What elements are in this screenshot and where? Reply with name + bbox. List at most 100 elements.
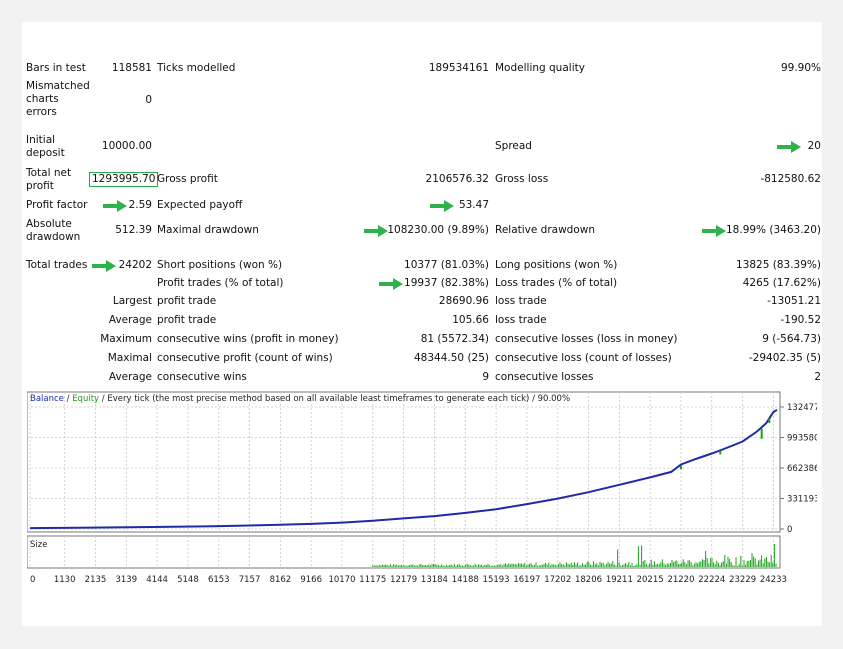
- long-positions-label: Long positions (won %): [495, 259, 618, 271]
- mismatched-value: 0: [145, 94, 152, 106]
- y-tick-label: 0: [787, 525, 792, 535]
- y-tick-label: 662386: [787, 464, 817, 474]
- spread-value: 20: [807, 140, 821, 152]
- row-right-label: consecutive loss (count of losses): [495, 352, 672, 364]
- gross-loss-label: Gross loss: [495, 173, 549, 185]
- x-tick-label: 14188: [452, 575, 479, 584]
- x-tick-label: 0: [30, 575, 35, 584]
- relative-drawdown-label: Relative drawdown: [495, 224, 596, 236]
- row-left-value: 9: [482, 371, 489, 383]
- bars-in-test-label: Bars in test: [26, 62, 86, 74]
- legend-separator: /: [64, 394, 72, 404]
- absolute-drawdown-value: 512.39: [115, 224, 152, 236]
- row-left-label: consecutive wins: [157, 371, 247, 383]
- mismatched-label: Mismatched charts errors: [26, 80, 90, 118]
- short-positions-label: Short positions (won %): [157, 259, 283, 271]
- maximal-drawdown-value: 108230.00 (9.89%): [387, 224, 489, 236]
- row-right-label: loss trade: [495, 314, 547, 326]
- x-tick-label: 3139: [115, 575, 137, 584]
- x-tick-label: 12179: [390, 575, 417, 584]
- x-tick-label: 23229: [729, 575, 756, 584]
- absolute-drawdown-label: Absolute drawdown: [26, 218, 81, 243]
- x-tick-label: 4144: [146, 575, 168, 584]
- loss-trades-value: 4265 (17.62%): [742, 277, 821, 289]
- long-positions-value: 13825 (83.39%): [736, 259, 821, 271]
- spread-label: Spread: [495, 140, 532, 152]
- legend-balance: Balance: [30, 394, 64, 404]
- row-right-label: consecutive losses (loss in money): [495, 333, 678, 345]
- expected-payoff-label: Expected payoff: [157, 199, 243, 211]
- x-tick-label: 10170: [328, 575, 355, 584]
- short-positions-value: 10377 (81.03%): [404, 259, 489, 271]
- loss-trades-label: Loss trades (% of total): [495, 277, 618, 289]
- balance-chart: 0 1130 2135 3139 4144 5148 6153 7157 8162 9166 101…: [27, 391, 817, 584]
- ticks-modelled-value: 189534161: [428, 62, 489, 74]
- arrow-right-icon: [430, 200, 454, 212]
- row-left-label: profit trade: [157, 295, 217, 307]
- row-left-value: 48344.50 (25): [414, 352, 489, 364]
- balance-line: [29, 408, 778, 530]
- modelling-quality-value: 99.90%: [780, 62, 821, 74]
- row-right-label: loss trade: [495, 295, 547, 307]
- x-tick-label: 20215: [637, 575, 664, 584]
- arrow-right-icon: [379, 278, 403, 290]
- row-prefix: Maximal: [107, 352, 152, 364]
- profit-factor-label: Profit factor: [26, 199, 88, 211]
- initial-deposit-label: Initial deposit: [26, 134, 65, 159]
- x-tick-label: 18206: [575, 575, 602, 584]
- gross-profit-value: 2106576.32: [425, 173, 489, 185]
- total-trades-label: Total trades: [26, 259, 88, 271]
- x-tick-label: 7157: [239, 575, 261, 584]
- x-tick-label: 2135: [85, 575, 107, 584]
- row-right-value: 2: [814, 371, 821, 383]
- x-tick-label: 11175: [359, 575, 386, 584]
- arrow-right-icon: [103, 200, 127, 212]
- arrow-right-icon: [92, 260, 116, 272]
- relative-drawdown-value: 18.99% (3463.20): [726, 224, 821, 236]
- row-left-value: 28690.96: [438, 295, 489, 307]
- ticks-modelled-label: Ticks modelled: [157, 62, 236, 74]
- row-right-value: 9 (-564.73): [762, 333, 821, 345]
- x-tick-label: 13184: [421, 575, 448, 584]
- legend-equity: Equity: [72, 394, 99, 404]
- expected-payoff-value: 53.47: [458, 199, 489, 211]
- total-trades-value: 24202: [118, 259, 152, 271]
- row-right-value: -29402.35 (5): [748, 352, 821, 364]
- gross-profit-label: Gross profit: [157, 173, 218, 185]
- modelling-quality-label: Modelling quality: [495, 62, 585, 74]
- row-left-label: consecutive profit (count of wins): [157, 352, 333, 364]
- profit-trades-label: Profit trades (% of total): [157, 277, 284, 289]
- x-tick-label: 15193: [483, 575, 510, 584]
- profit-trades-value: 19937 (82.38%): [404, 277, 489, 289]
- x-tick-label: 17202: [544, 575, 571, 584]
- row-left-label: consecutive wins (profit in money): [157, 333, 339, 345]
- x-tick-label: 22224: [698, 575, 725, 584]
- gross-loss-value: -812580.62: [760, 173, 821, 185]
- x-tick-label: 24233: [760, 575, 787, 584]
- arrow-right-icon: [777, 141, 801, 153]
- arrow-right-icon: [702, 225, 726, 237]
- report-card: Bars in test 118581 Ticks modelled 18953…: [22, 22, 822, 626]
- row-right-label: consecutive losses: [495, 371, 594, 383]
- chart-header: Balance / Equity / Every tick (the most …: [30, 394, 570, 404]
- x-tick-label: 1130: [54, 575, 76, 584]
- profit-factor-value: 2.59: [128, 199, 152, 211]
- row-right-value: -190.52: [780, 314, 821, 326]
- x-tick-label: 5148: [177, 575, 199, 584]
- chart-header-info: / Every tick (the most precise method ba…: [99, 394, 570, 404]
- row-prefix: Average: [108, 371, 152, 383]
- initial-deposit-value: 10000.00: [101, 140, 152, 152]
- x-tick-label: 16197: [513, 575, 540, 584]
- x-tick-label: 19211: [606, 575, 633, 584]
- total-net-profit-value: 1293995.70: [89, 172, 159, 187]
- volume-size-label: Size: [30, 540, 47, 550]
- row-left-value: 81 (5572.34): [420, 333, 489, 345]
- y-tick-label: 993580: [787, 433, 817, 443]
- total-net-profit-label: Total net profit: [26, 167, 72, 192]
- y-tick-label: 1324773: [787, 403, 817, 413]
- row-left-label: profit trade: [157, 314, 217, 326]
- bars-in-test-value: 118581: [111, 62, 152, 74]
- maximal-drawdown-label: Maximal drawdown: [157, 224, 259, 236]
- x-tick-label: 6153: [208, 575, 230, 584]
- x-tick-label: 9166: [300, 575, 322, 584]
